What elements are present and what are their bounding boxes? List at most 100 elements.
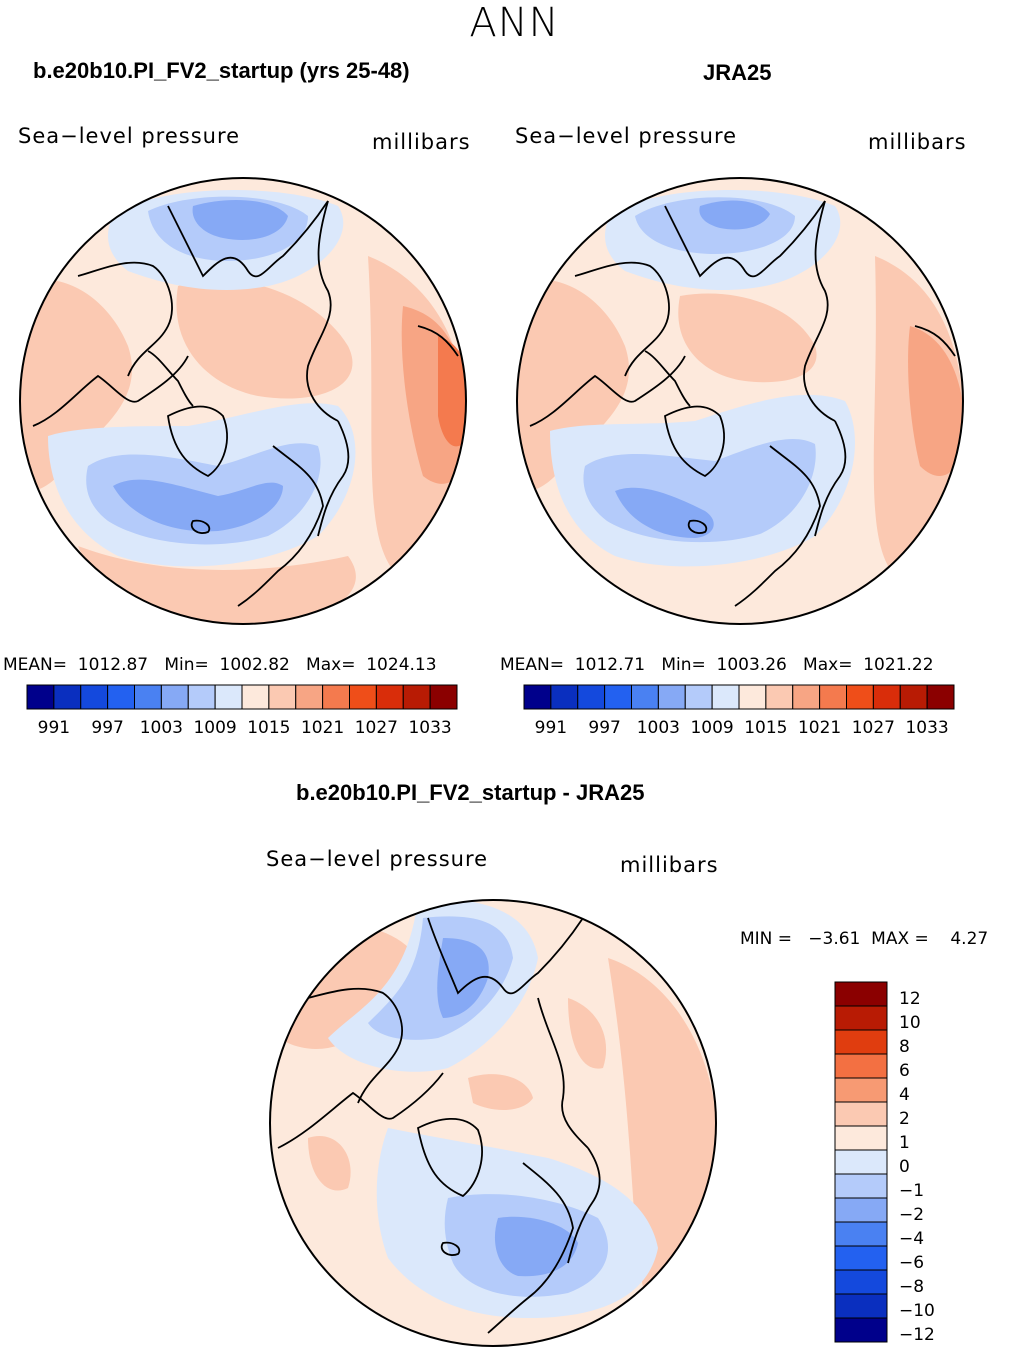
panel2-colorbar-tick-label: 997 <box>588 718 620 738</box>
panel3-colorbar-swatch-0 <box>834 981 888 1007</box>
panel2-colorbar-swatch-6 <box>684 684 713 710</box>
panel3-colorbar-tick-label: −8 <box>899 1277 924 1297</box>
panel2-colorbar: 991 997 1003 1009 1015 1021 1027 1033 <box>523 684 955 738</box>
panel3-colorbar-swatch-8 <box>834 1173 888 1199</box>
panel2-colorbar-swatch-15 <box>926 684 955 710</box>
panel2-colorbar-tick-label: 1003 <box>637 718 680 738</box>
panel3-colorbar-tick-label: 10 <box>899 1013 921 1033</box>
panel3-title: b.e20b10.PI_FV2_startup - JRA25 <box>296 780 645 805</box>
panel1-variable-label: Sea−level pressure <box>18 124 241 148</box>
panel2-polar-map <box>516 177 964 625</box>
panel3-colorbar-swatch-13 <box>834 1293 888 1319</box>
panel2-colorbar-swatch-3 <box>604 684 632 710</box>
panel1-colorbar-swatch-14 <box>402 684 431 710</box>
panel2-colorbar-swatch-11 <box>819 684 847 710</box>
panel2-colorbar-swatch-12 <box>846 684 874 710</box>
panel2-colorbar-swatch-10 <box>792 684 821 710</box>
panel3-neg-pacific-core <box>437 938 489 1018</box>
panel2-stats: MEAN= 1012.71 Min= 1003.26 Max= 1021.22 <box>500 655 934 675</box>
panel3-coastlines <box>277 917 601 1334</box>
panel3-colorbar-tick-label: −10 <box>899 1301 935 1321</box>
panel1-colorbar-swatch-6 <box>187 684 216 710</box>
panel3-colorbar-swatch-7 <box>834 1149 888 1175</box>
panel3-pos-patch1 <box>568 998 607 1069</box>
panel3-colorbar-tick-label: 4 <box>899 1085 910 1105</box>
panel3-polar-map <box>269 899 717 1347</box>
panel1-coastlines <box>32 200 459 607</box>
panel3-colorbar-swatch-3 <box>834 1053 888 1079</box>
panel1-colorbar-swatch-7 <box>214 684 243 710</box>
panel2-units-label: millibars <box>868 130 967 154</box>
panel2-colorbar-swatch-13 <box>872 684 901 710</box>
panel2-variable-label: Sea−level pressure <box>515 124 738 148</box>
panel1-colorbar-tick-label: 1033 <box>408 718 451 738</box>
panel1-colorbar-swatch-2 <box>80 684 109 710</box>
panel1-colorbar-swatch-4 <box>134 684 162 710</box>
panel3-colorbar-swatch-1 <box>834 1005 888 1031</box>
panel3-colorbar-swatch-10 <box>834 1221 888 1247</box>
panel2-colorbar-tick-label: 991 <box>535 718 567 738</box>
panel1-colorbar-swatch-8 <box>241 684 270 710</box>
panel1-map-border <box>19 177 467 625</box>
panel3-variable-label: Sea−level pressure <box>266 847 489 871</box>
panel2-colorbar-swatch-8 <box>738 684 767 710</box>
panel2-colorbar-tick-label: 1021 <box>798 718 841 738</box>
panel3-pos-patch3 <box>308 1136 351 1191</box>
panel1-colorbar-tick-label: 991 <box>38 718 70 738</box>
panel2-colorbar-swatch-5 <box>657 684 686 710</box>
panel2-colorbar-swatch-2 <box>577 684 606 710</box>
panel2-coastlines <box>529 200 956 607</box>
panel3-colorbar-tick-label: −6 <box>899 1253 924 1273</box>
panel1-colorbar-tick-label: 1009 <box>193 718 236 738</box>
panel1-high-arctic <box>176 279 353 399</box>
panel3-units-label: millibars <box>620 853 719 877</box>
panel1-stats: MEAN= 1012.87 Min= 1002.82 Max= 1024.13 <box>3 655 437 675</box>
panel2-colorbar-tick-label: 1033 <box>905 718 948 738</box>
panel2-colorbar-tick-label: 1027 <box>852 718 895 738</box>
panel2-high-arctic <box>678 293 817 383</box>
panel2-map-border <box>516 177 964 625</box>
panel1-colorbar-swatch-15 <box>429 684 458 710</box>
panel1-colorbar-swatch-12 <box>349 684 377 710</box>
panel2-colorbar-swatch-14 <box>899 684 928 710</box>
panel3-minmax: MIN = −3.61 MAX = 4.27 <box>740 929 989 949</box>
panel3-colorbar-tick-label: 2 <box>899 1109 910 1129</box>
panel1-colorbar-swatch-9 <box>268 684 297 710</box>
panel1-colorbar-swatch-0 <box>26 684 55 710</box>
panel3-colorbar-swatch-4 <box>834 1077 888 1103</box>
panel3-pos-patch2 <box>468 1074 533 1110</box>
panel1-polar-map <box>19 177 467 625</box>
panel1-colorbar-swatch-11 <box>322 684 350 710</box>
panel3-colorbar-tick-label: −2 <box>899 1205 924 1225</box>
panel3-colorbar-swatch-2 <box>834 1029 888 1055</box>
panel2-colorbar-swatch-0 <box>523 684 552 710</box>
panel1-low-aleutian-core <box>192 200 288 240</box>
panel1-colorbar-tick-label: 1003 <box>140 718 183 738</box>
panel3-colorbar-tick-label: −12 <box>899 1325 935 1345</box>
page-title: ANN <box>469 0 560 46</box>
panel3-colorbar-tick-label: −4 <box>899 1229 924 1249</box>
panel2-low-aleutian-core <box>699 200 770 230</box>
panel2-colorbar-swatch-9 <box>765 684 794 710</box>
panel3-neg-atlantic-core <box>494 1216 578 1277</box>
panel3-colorbar-tick-label: 12 <box>899 989 921 1009</box>
panel1-colorbar-swatch-3 <box>107 684 135 710</box>
panel3-colorbar-swatch-11 <box>834 1245 888 1271</box>
panel1-low-icelandic-core <box>113 479 283 532</box>
panel3-colorbar-swatch-6 <box>834 1125 888 1151</box>
panel2-colorbar-swatch-1 <box>550 684 579 710</box>
panel3-colorbar-swatch-9 <box>834 1197 888 1223</box>
panel2-colorbar-swatch-7 <box>711 684 740 710</box>
panel1-high-west <box>20 279 132 491</box>
panel2-high-west <box>517 279 629 491</box>
panel1-colorbar-tick-label: 1027 <box>355 718 398 738</box>
panel2-colorbar-tick-label: 1015 <box>744 718 787 738</box>
panel1-colorbar-tick-label: 1015 <box>247 718 290 738</box>
panel3-colorbar-swatch-14 <box>834 1317 888 1343</box>
panel1-colorbar-swatch-13 <box>375 684 404 710</box>
panel3-colorbar-tick-label: 6 <box>899 1061 910 1081</box>
panel1-title: b.e20b10.PI_FV2_startup (yrs 25-48) <box>33 58 410 83</box>
panel2-title: JRA25 <box>703 60 772 85</box>
panel3-colorbar-swatch-12 <box>834 1269 888 1295</box>
